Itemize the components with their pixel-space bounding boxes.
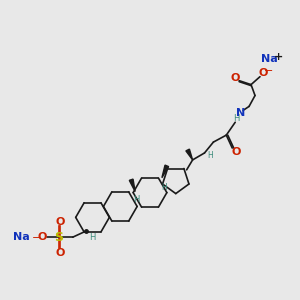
Text: Na: Na [260,54,277,64]
Text: −: − [264,66,274,76]
Text: H: H [89,233,96,242]
Text: H: H [208,152,213,160]
Text: −: − [32,233,41,243]
Text: O: O [37,232,47,242]
Text: S: S [54,231,63,244]
Text: O: O [55,248,64,258]
Text: +: + [274,52,283,62]
Text: N: N [236,108,245,118]
Text: O: O [55,217,64,227]
Text: Na: Na [13,232,30,242]
Text: O: O [232,147,241,157]
Text: O: O [258,68,268,78]
Polygon shape [162,165,169,178]
Text: H: H [161,183,167,192]
Text: H: H [133,195,139,204]
Polygon shape [129,179,135,192]
Text: H: H [233,114,239,123]
Text: O: O [230,73,240,83]
Polygon shape [186,149,193,160]
